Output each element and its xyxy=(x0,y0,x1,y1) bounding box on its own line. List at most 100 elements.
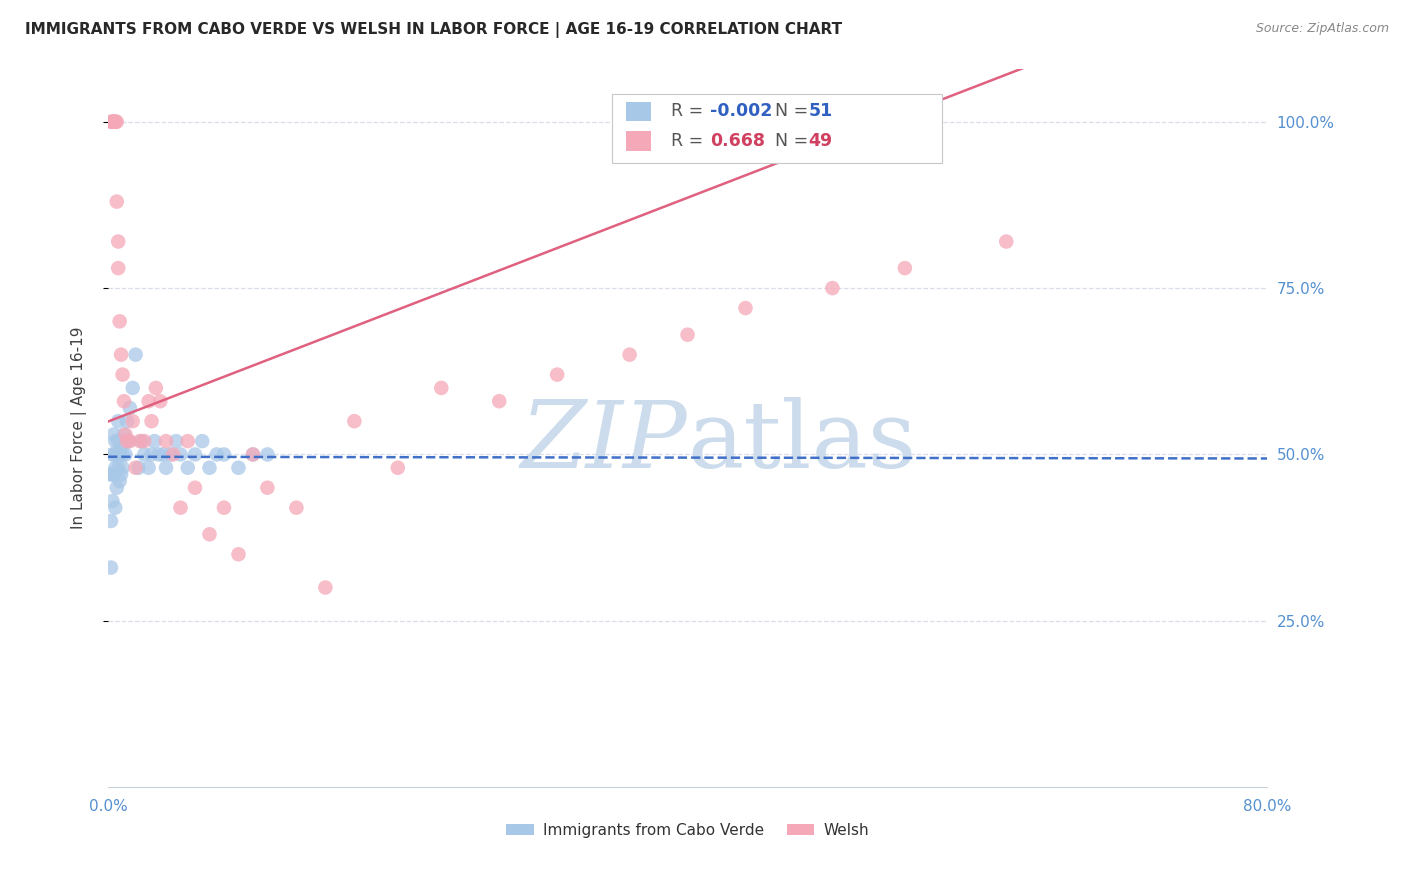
Point xyxy=(141,414,163,428)
Point xyxy=(104,114,127,128)
Text: 0.668: 0.668 xyxy=(710,132,765,150)
Text: 49: 49 xyxy=(808,132,832,150)
Point xyxy=(141,447,163,461)
Point xyxy=(212,447,235,461)
Point xyxy=(134,434,156,449)
Point xyxy=(110,467,132,482)
Point xyxy=(103,447,125,461)
Point xyxy=(177,434,200,449)
Point xyxy=(100,514,122,528)
Point xyxy=(165,434,187,449)
Point xyxy=(155,460,177,475)
Point xyxy=(104,500,127,515)
Point xyxy=(228,460,250,475)
Point xyxy=(134,447,156,461)
Point xyxy=(124,460,146,475)
Point xyxy=(101,114,124,128)
Text: R =: R = xyxy=(671,132,709,150)
Point xyxy=(162,447,184,461)
Point xyxy=(111,368,134,382)
Point xyxy=(104,434,127,449)
Point xyxy=(108,314,131,328)
Point xyxy=(108,474,131,488)
Text: R =: R = xyxy=(671,103,709,120)
Point xyxy=(894,261,917,276)
Point xyxy=(104,114,127,128)
Text: atlas: atlas xyxy=(688,397,917,487)
Point xyxy=(143,434,166,449)
Point xyxy=(129,434,152,449)
Legend: Immigrants from Cabo Verde, Welsh: Immigrants from Cabo Verde, Welsh xyxy=(501,817,875,844)
Point xyxy=(112,394,135,409)
Point xyxy=(110,441,132,455)
Point xyxy=(734,301,756,315)
Point xyxy=(100,560,122,574)
Point xyxy=(115,434,138,449)
Point xyxy=(101,447,124,461)
Point xyxy=(108,447,131,461)
Point xyxy=(159,447,181,461)
Text: N =: N = xyxy=(775,103,814,120)
Point xyxy=(101,494,124,508)
Point xyxy=(430,381,453,395)
Point xyxy=(212,500,235,515)
Point xyxy=(256,447,278,461)
Point xyxy=(112,427,135,442)
Point xyxy=(128,460,150,475)
Point xyxy=(105,481,128,495)
Point xyxy=(242,447,264,461)
Point xyxy=(115,414,138,428)
Point xyxy=(191,434,214,449)
Point xyxy=(103,427,125,442)
Point xyxy=(107,235,129,249)
Point xyxy=(105,114,128,128)
Point xyxy=(169,500,191,515)
Point xyxy=(110,348,132,362)
Point xyxy=(138,394,160,409)
Point xyxy=(131,434,153,449)
Point xyxy=(242,447,264,461)
Point xyxy=(169,447,191,461)
Point xyxy=(101,114,124,128)
Point xyxy=(105,447,128,461)
Point xyxy=(546,368,568,382)
Text: N =: N = xyxy=(775,132,814,150)
Point xyxy=(103,114,125,128)
Point xyxy=(184,447,207,461)
Point xyxy=(121,381,143,395)
Point xyxy=(488,394,510,409)
Point xyxy=(285,500,308,515)
Point xyxy=(101,467,124,482)
Point xyxy=(121,414,143,428)
Point xyxy=(107,414,129,428)
Point xyxy=(107,261,129,276)
Point xyxy=(114,427,136,442)
Text: Source: ZipAtlas.com: Source: ZipAtlas.com xyxy=(1256,22,1389,36)
Text: -0.002: -0.002 xyxy=(710,103,772,120)
Point xyxy=(387,460,409,475)
Point xyxy=(145,381,167,395)
Point xyxy=(124,348,146,362)
Point xyxy=(98,467,121,482)
Point xyxy=(198,527,221,541)
Point xyxy=(107,434,129,449)
Point xyxy=(107,460,129,475)
Point xyxy=(256,481,278,495)
Point xyxy=(821,281,844,295)
Point xyxy=(343,414,366,428)
Point xyxy=(155,434,177,449)
Point xyxy=(149,394,172,409)
Point xyxy=(314,581,336,595)
Point xyxy=(198,460,221,475)
Point xyxy=(111,460,134,475)
Point xyxy=(676,327,699,342)
Point xyxy=(148,447,170,461)
Point xyxy=(228,547,250,561)
Point xyxy=(118,401,141,415)
Point xyxy=(104,460,127,475)
Point xyxy=(995,235,1018,249)
Point xyxy=(184,481,207,495)
Text: 51: 51 xyxy=(808,103,832,120)
Point xyxy=(152,447,174,461)
Point xyxy=(138,460,160,475)
